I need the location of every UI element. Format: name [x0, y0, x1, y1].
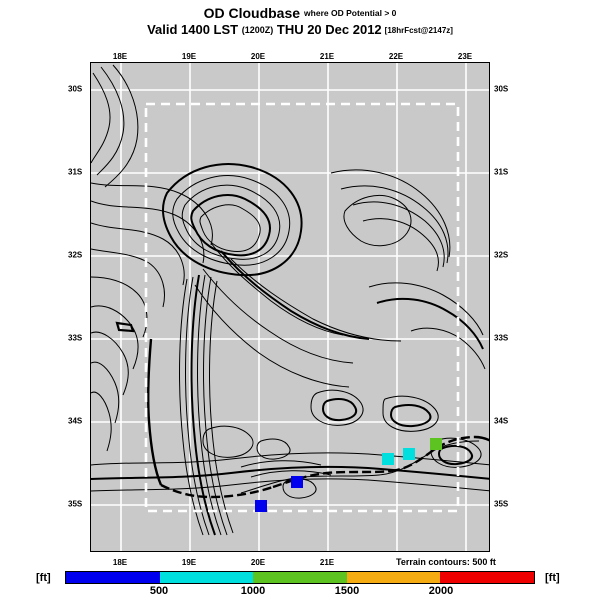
axis-tick-left: 31S [68, 167, 83, 177]
axis-tick-right: 31S [494, 167, 509, 177]
valid-date-text: THU 20 Dec 2012 [276, 22, 382, 37]
axis-tick-left: 30S [68, 84, 83, 94]
map-canvas-inner [91, 63, 489, 551]
colorbar-tick-1000: 1000 [240, 585, 266, 597]
map-contour-svg [91, 63, 489, 551]
axis-tick-left: 35S [68, 499, 83, 509]
forecast-tag-text: [18hrFcst@2147z] [384, 26, 453, 35]
axis-tick-top: 20E [250, 52, 266, 61]
title-main-text: OD Cloudbase [203, 5, 301, 21]
page-title: OD Cloudbase where OD Potential > 0 [0, 6, 600, 21]
axis-tick-top: 23E [457, 52, 473, 61]
colorbar-strip[interactable] [65, 571, 535, 584]
data-marker[interactable] [382, 453, 395, 466]
valid-time-text: Valid 1400 LST [147, 22, 239, 37]
axis-tick-right: 32S [494, 250, 509, 260]
chart-title-block: OD Cloudbase where OD Potential > 0 Valid… [0, 6, 600, 39]
terrain-contour-note: Terrain contours: 500 ft [396, 557, 496, 567]
colorbar-tick-500: 500 [149, 585, 169, 597]
data-marker[interactable] [402, 448, 415, 461]
inner-domain-box [144, 102, 460, 513]
colorbar-segment-4 [440, 572, 534, 583]
axis-tick-top: 19E [181, 52, 197, 61]
colorbar-legend: [ft] 500 1000 1500 2000 [ft] [0, 568, 600, 600]
axis-tick-bottom: 21E [319, 558, 335, 567]
axis-tick-right: 33S [494, 333, 509, 343]
colorbar-segment-0 [66, 572, 160, 583]
map-plot-area[interactable] [90, 62, 490, 552]
axis-tick-left: 34S [68, 416, 83, 426]
colorbar-tick-2000: 2000 [428, 585, 454, 597]
axis-tick-bottom: 20E [250, 558, 266, 567]
axis-tick-top: 18E [112, 52, 128, 61]
axis-tick-bottom: 18E [112, 558, 128, 567]
title-condition-text: where OD Potential > 0 [304, 8, 397, 18]
colorbar-segment-2 [253, 572, 347, 583]
axis-tick-top: 21E [319, 52, 335, 61]
chart-subtitle: Valid 1400 LST (1200Z) THU 20 Dec 2012 [1… [0, 22, 600, 39]
axis-tick-bottom: 19E [181, 558, 197, 567]
colorbar-segment-3 [346, 572, 441, 583]
colorbar-unit-left: [ft] [36, 572, 51, 584]
colorbar-tick-1500: 1500 [334, 585, 360, 597]
data-marker[interactable] [255, 500, 268, 513]
axis-tick-right: 34S [494, 416, 509, 426]
axis-tick-left: 32S [68, 250, 83, 260]
axis-tick-right: 35S [494, 499, 509, 509]
axis-tick-left: 33S [68, 333, 83, 343]
data-marker[interactable] [291, 475, 304, 488]
axis-tick-right: 30S [494, 84, 509, 94]
axis-tick-top: 22E [388, 52, 404, 61]
colorbar-unit-right: [ft] [545, 572, 560, 584]
data-marker[interactable] [429, 437, 442, 450]
valid-utc-text: (1200Z) [241, 25, 274, 35]
colorbar-segment-1 [159, 572, 254, 583]
